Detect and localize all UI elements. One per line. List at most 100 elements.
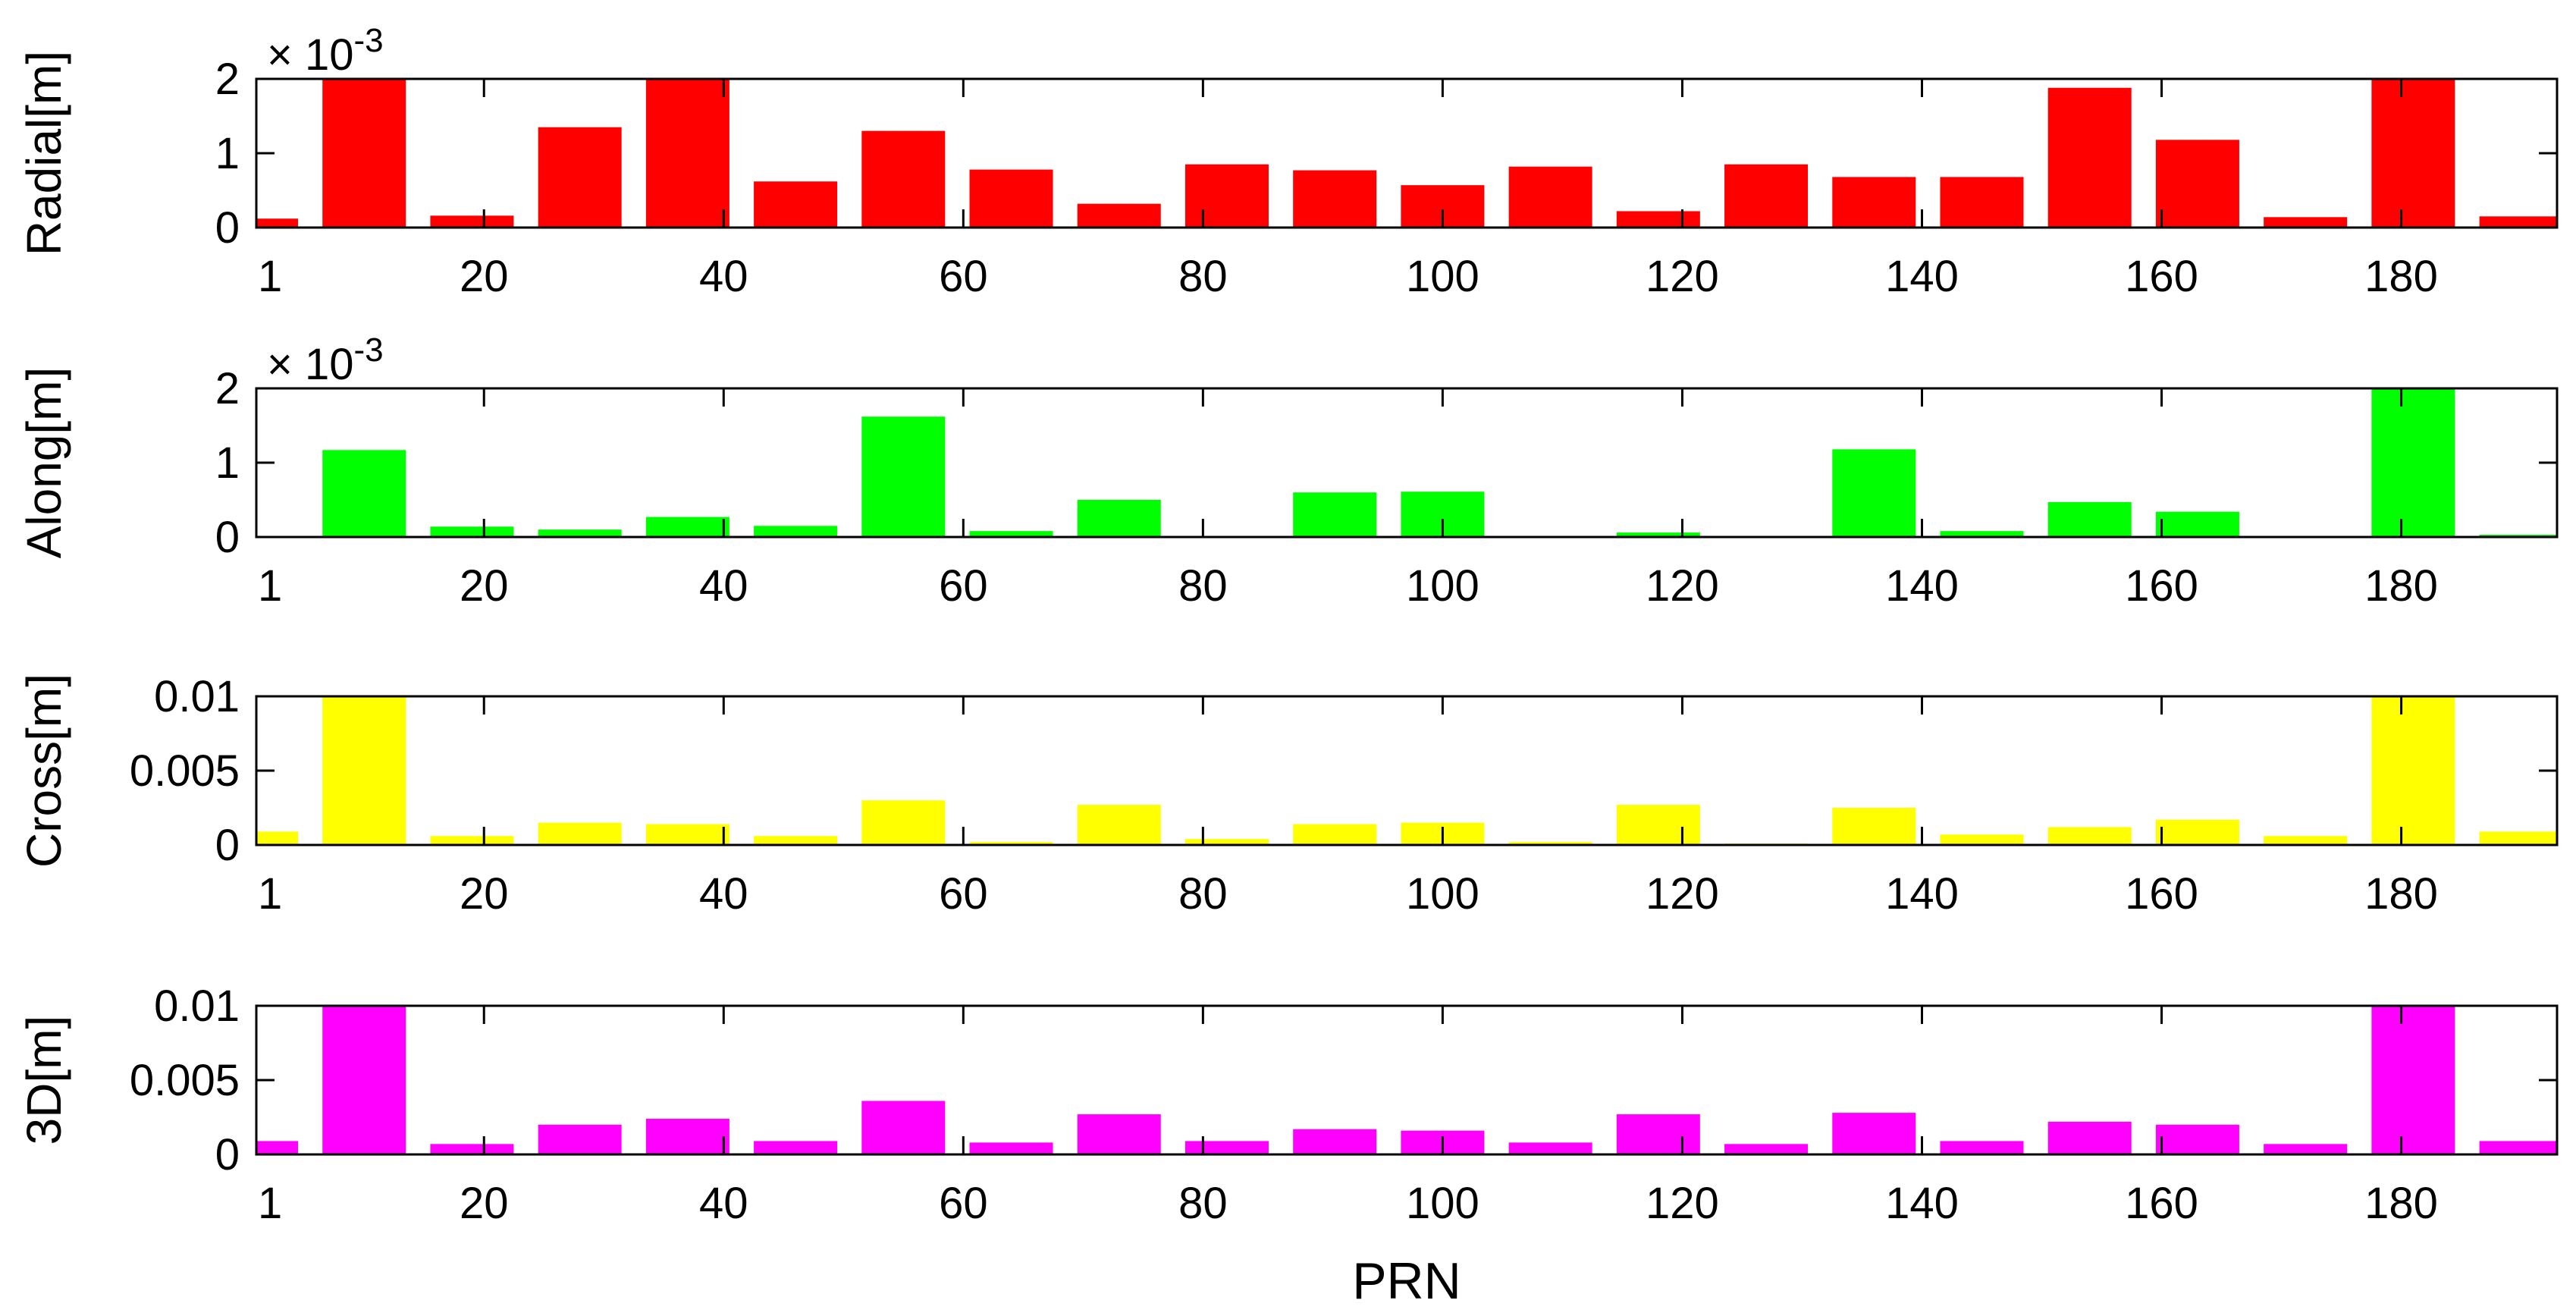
bar [1940, 1141, 2024, 1154]
x-tick-label: 80 [1178, 561, 1228, 611]
bar [645, 824, 730, 845]
bar [645, 517, 730, 537]
bar [2047, 501, 2132, 537]
x-tick-label: 100 [1406, 252, 1479, 301]
x-tick-label: 140 [1885, 1179, 1959, 1228]
x-tick-label: 80 [1178, 252, 1228, 301]
axis-exponent: × 10-3 [267, 331, 384, 389]
bar [1940, 531, 2024, 537]
x-tick-label: 120 [1646, 1179, 1719, 1228]
bar [1832, 808, 1916, 845]
y-axis-label: Along[m] [17, 367, 71, 559]
bar [2371, 388, 2455, 537]
bar [2155, 140, 2239, 228]
bar [861, 1101, 946, 1154]
bar [1724, 1144, 1809, 1154]
x-tick-label: 180 [2364, 1179, 2438, 1228]
bar [1508, 1142, 1592, 1154]
bar [645, 1118, 730, 1154]
x-tick-label: 100 [1406, 561, 1479, 611]
bar [2155, 819, 2239, 845]
bar [754, 526, 838, 537]
bar [2264, 1144, 2348, 1154]
bar [430, 1144, 514, 1154]
bar [2264, 217, 2348, 228]
bar [1077, 203, 1161, 228]
bar [2155, 511, 2239, 537]
y-tick-label: 0 [215, 1130, 240, 1179]
bar [1184, 1141, 1269, 1154]
bar [430, 836, 514, 845]
bar [754, 836, 838, 845]
bar [2047, 827, 2132, 845]
x-tick-label: 20 [460, 869, 509, 919]
bar [1077, 1114, 1161, 1154]
x-tick-label: 20 [460, 1179, 509, 1228]
bar [969, 842, 1053, 845]
x-tick-label: 180 [2364, 252, 2438, 301]
x-tick-label: 160 [2125, 1179, 2198, 1228]
bar [969, 1142, 1053, 1154]
x-tick-label: 160 [2125, 252, 2198, 301]
bar [538, 127, 622, 228]
x-tick-label: 80 [1178, 869, 1228, 919]
bar [430, 215, 514, 228]
y-axis-label: Radial[m] [17, 51, 71, 256]
x-tick-label: 20 [460, 252, 509, 301]
axis-exponent: × 10-3 [267, 22, 384, 80]
x-tick-label: 1 [258, 252, 282, 301]
x-tick-label: 140 [1885, 252, 1959, 301]
x-tick-label: 180 [2364, 869, 2438, 919]
bar [1616, 805, 1700, 845]
bar [1616, 211, 1700, 228]
x-tick-label: 60 [939, 561, 988, 611]
bar [322, 1006, 406, 1154]
bar [2047, 1121, 2132, 1154]
bar [1184, 164, 1269, 228]
bar [2371, 696, 2455, 845]
bar [1940, 177, 2024, 228]
x-tick-label: 180 [2364, 561, 2438, 611]
bar [1940, 834, 2024, 845]
bar [2371, 79, 2455, 228]
bar [1077, 805, 1161, 845]
x-tick-label: 100 [1406, 1179, 1479, 1228]
bar [538, 1124, 622, 1154]
bar [1293, 170, 1377, 228]
y-tick-label: 1 [215, 438, 240, 488]
x-tick-label: 100 [1406, 869, 1479, 919]
x-tick-label: 40 [699, 869, 748, 919]
bar [256, 1141, 298, 1154]
x-tick-label: 120 [1646, 869, 1719, 919]
bar [1616, 1114, 1700, 1154]
bar [1293, 1129, 1377, 1154]
bar [1616, 532, 1700, 537]
bar [2155, 1124, 2239, 1154]
y-tick-label: 2 [215, 364, 240, 413]
x-tick-label: 40 [699, 252, 748, 301]
x-tick-label: 60 [939, 869, 988, 919]
bar [1832, 1113, 1916, 1154]
y-tick-label: 0.005 [130, 1056, 240, 1105]
bar [1508, 842, 1592, 845]
x-tick-label: 80 [1178, 1179, 1228, 1228]
bar [1184, 839, 1269, 845]
bar [322, 450, 406, 537]
x-tick-label: 60 [939, 1179, 988, 1228]
y-axis-label: 3D[m] [17, 1016, 71, 1145]
bar [322, 696, 406, 845]
bar [2479, 216, 2557, 228]
x-tick-label: 140 [1885, 561, 1959, 611]
bar [322, 79, 406, 228]
y-axis-label: Cross[m] [17, 674, 71, 868]
bar [1508, 166, 1592, 228]
bar [861, 416, 946, 537]
x-tick-label: 40 [699, 561, 748, 611]
bar [645, 79, 730, 228]
y-tick-label: 2 [215, 55, 240, 104]
